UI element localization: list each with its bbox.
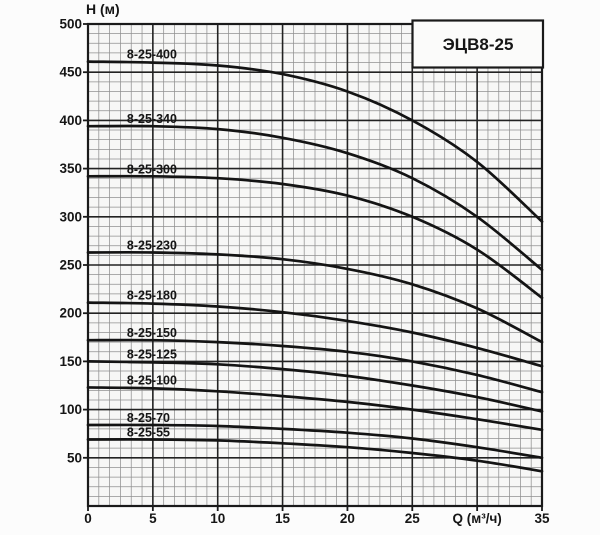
y-tick-label: 100	[59, 402, 82, 417]
y-tick-label: 450	[59, 65, 82, 80]
y-tick-label: 350	[59, 161, 82, 176]
y-tick-label: 400	[59, 113, 82, 128]
pump-curve-8-25-400	[86, 60, 544, 223]
y-tick-label: 150	[59, 354, 82, 369]
pump-curve-8-25-230	[86, 250, 544, 344]
pump-curve-8-25-180	[86, 301, 544, 368]
y-tick-label: 200	[59, 306, 82, 321]
title-box: ЭЦВ8-25	[411, 19, 545, 69]
y-axis-label: Н (м)	[86, 1, 120, 17]
chart-title: ЭЦВ8-25	[443, 35, 514, 54]
curve-label-8-25-300: 8-25-300	[127, 162, 177, 176]
curve-label-8-25-70: 8-25-70	[127, 411, 170, 425]
curve-label-8-25-150: 8-25-150	[127, 326, 177, 340]
curve-label-8-25-340: 8-25-340	[127, 112, 177, 126]
x-tick-label: 10	[210, 511, 225, 526]
pump-curve-8-25-70	[86, 423, 544, 460]
title-box-frame	[411, 19, 545, 69]
y-tick-label: 300	[59, 209, 82, 224]
pump-curve-8-25-150	[86, 338, 544, 394]
y-tick-label: 500	[59, 17, 82, 32]
curve-label-8-25-180: 8-25-180	[127, 289, 177, 303]
y-tick-label: 250	[59, 258, 82, 273]
plot-border	[86, 22, 544, 508]
pump-curve-8-25-125	[86, 360, 544, 413]
y-tick-labels: 50 100 150 200 250 300 350 400 450 500	[59, 17, 82, 466]
x-tick-labels: 0 5 10 15 20 25 35	[84, 511, 550, 526]
pump-curve-8-25-55	[86, 438, 544, 473]
grid-major	[88, 24, 542, 506]
x-tick-label: 25	[405, 511, 421, 526]
pump-curves	[86, 60, 544, 473]
curve-label-8-25-100: 8-25-100	[127, 373, 177, 387]
pump-curve-8-25-300	[86, 174, 544, 300]
x-axis-label: Q (м³/ч)	[452, 511, 501, 526]
y-tick-label: 50	[67, 450, 82, 465]
curve-label-8-25-400: 8-25-400	[127, 48, 177, 62]
curve-label-8-25-55: 8-25-55	[127, 425, 170, 439]
curve-labels: 8-25-400 8-25-340 8-25-300 8-25-230 8-25-180…	[127, 48, 177, 440]
x-tick-label: 5	[149, 511, 157, 526]
x-tick-label: 35	[534, 511, 550, 526]
x-tick-label: 0	[84, 511, 92, 526]
x-tick-label: 20	[340, 511, 355, 526]
pump-curve-8-25-340	[86, 124, 544, 272]
pump-curve-8-25-100	[86, 386, 544, 432]
curve-label-8-25-125: 8-25-125	[127, 347, 177, 361]
x-tick-label: 15	[275, 511, 291, 526]
curve-label-8-25-230: 8-25-230	[127, 238, 177, 252]
